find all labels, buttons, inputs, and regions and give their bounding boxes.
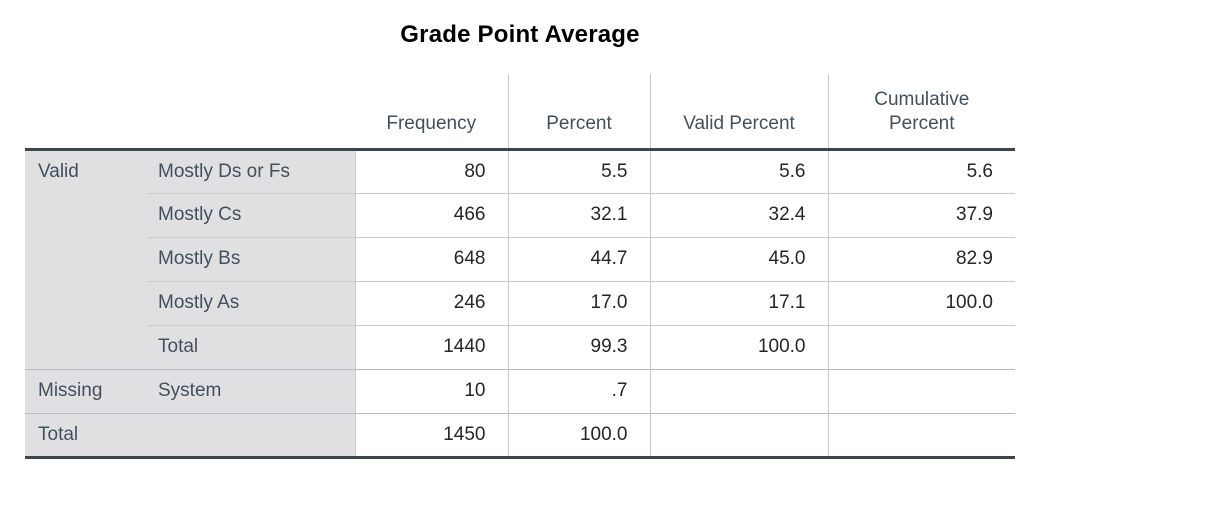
- cell-percent: 100.0: [507, 412, 650, 459]
- cell-cumulative-percent: 82.9: [827, 236, 1015, 281]
- cell-percent: 99.3: [507, 324, 650, 369]
- row-label: Mostly As: [148, 280, 355, 325]
- cell-cumulative-percent: 5.6: [827, 149, 1015, 193]
- table-row-mostly-bs: Mostly Bs 648 44.7 45.0 82.9: [25, 236, 1015, 281]
- table-body: Valid Mostly Ds or Fs 80 5.5 5.6 5.6 Mos…: [25, 149, 1015, 459]
- frequency-table: Frequency Percent Valid Percent Cumulati…: [25, 74, 1015, 459]
- cell-valid-percent: 45.0: [649, 236, 828, 281]
- cell-cumulative-percent: [827, 324, 1015, 369]
- column-header-valid-percent-label: Valid Percent: [683, 112, 795, 134]
- cell-frequency: 10: [354, 368, 508, 413]
- column-header-valid-percent: Valid Percent: [649, 74, 828, 151]
- cell-valid-percent: [649, 368, 828, 413]
- row-label: System: [148, 368, 355, 413]
- row-label: Mostly Ds or Fs: [148, 149, 355, 193]
- cell-frequency: 466: [354, 192, 508, 237]
- cell-percent: 5.5: [507, 149, 650, 193]
- cell-valid-percent: 5.6: [649, 149, 828, 193]
- table-row-mostly-cs: Mostly Cs 466 32.1 32.4 37.9: [25, 192, 1015, 237]
- cell-valid-percent: [649, 412, 828, 459]
- header-stub-blank-2: [148, 74, 355, 151]
- table-row-grand-total: Total 1450 100.0: [25, 412, 1015, 459]
- cell-valid-percent: 17.1: [649, 280, 828, 325]
- cell-percent: 17.0: [507, 280, 650, 325]
- cell-frequency: 246: [354, 280, 508, 325]
- row-label: Mostly Cs: [148, 192, 355, 237]
- table-row-mostly-ds-fs: Valid Mostly Ds or Fs 80 5.5 5.6 5.6: [25, 149, 1015, 369]
- column-header-frequency-label: Frequency: [386, 112, 477, 134]
- table-row-missing-system: Missing System 10 .7: [25, 368, 1015, 413]
- group-label-missing: Missing: [25, 368, 148, 413]
- cell-cumulative-percent: 37.9: [827, 192, 1015, 237]
- cell-cumulative-percent: [827, 368, 1015, 413]
- column-header-percent: Percent: [507, 74, 650, 151]
- table-title: Grade Point Average: [400, 21, 640, 48]
- cell-percent: 32.1: [507, 192, 650, 237]
- cell-cumulative-percent: 100.0: [827, 280, 1015, 325]
- column-header-percent-label: Percent: [546, 112, 612, 134]
- cell-frequency: 80: [354, 149, 508, 193]
- cell-cumulative-percent: [827, 412, 1015, 459]
- cell-frequency: 648: [354, 236, 508, 281]
- column-header-cumulative-percent-label: Cumulative Percent: [874, 88, 970, 134]
- table-row-mostly-as: Mostly As 246 17.0 17.1 100.0: [25, 280, 1015, 325]
- header-stub-blank-1: [25, 74, 148, 151]
- row-label: Total: [148, 324, 355, 369]
- frequency-table-container: Grade Point Average Frequency Percent Va…: [25, 20, 1015, 459]
- group-label-valid: Valid: [25, 149, 148, 369]
- cell-percent: .7: [507, 368, 650, 413]
- column-header-frequency: Frequency: [355, 74, 508, 151]
- cell-valid-percent: 100.0: [649, 324, 828, 369]
- table-header: Frequency Percent Valid Percent Cumulati…: [25, 74, 1015, 151]
- cell-percent: 44.7: [507, 236, 650, 281]
- cell-frequency: 1450: [354, 412, 508, 459]
- cell-frequency: 1440: [354, 324, 508, 369]
- group-label-total: Total: [25, 412, 355, 459]
- header-row: Frequency Percent Valid Percent Cumulati…: [25, 74, 1015, 151]
- table-row-valid-total: Total 1440 99.3 100.0: [25, 324, 1015, 369]
- row-label: Mostly Bs: [148, 236, 355, 281]
- column-header-cumulative-percent: Cumulative Percent: [827, 74, 1015, 151]
- cell-valid-percent: 32.4: [649, 192, 828, 237]
